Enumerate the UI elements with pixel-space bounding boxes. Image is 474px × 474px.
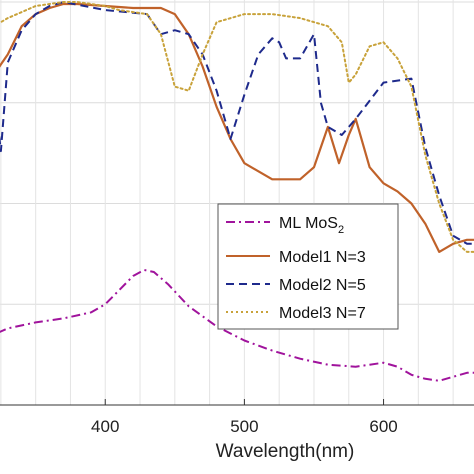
series-line-3 [0, 1, 474, 253]
legend-label-ml-mos2-main: ML MoS [279, 215, 338, 232]
legend-label-ml-mos2: ML MoS2 [279, 215, 344, 236]
series-line-1 [0, 2, 474, 253]
legend-label-ml-mos2-subscript: 2 [338, 224, 344, 236]
legend-label-model1: Model1 N=3 [279, 249, 366, 266]
legend-label-model3: Model3 N=7 [279, 305, 366, 322]
series-line-2 [0, 1, 474, 245]
x-tick-label: 500 [230, 417, 258, 436]
x-tick-label: 400 [91, 417, 119, 436]
grid [0, 0, 474, 405]
x-axis-title: Wavelength(nm) [216, 441, 355, 462]
x-tick-label: 600 [369, 417, 397, 436]
plot-area [0, 1, 474, 382]
legend-box [217, 203, 399, 330]
x-tick-labels: 400 500 600 [91, 399, 398, 436]
legend: ML MoS2 Model1 N=3 Model2 N=5 Model3 N=7 [217, 203, 399, 330]
series-line-0 [0, 269, 474, 382]
legend-label-model2: Model2 N=5 [279, 277, 366, 294]
